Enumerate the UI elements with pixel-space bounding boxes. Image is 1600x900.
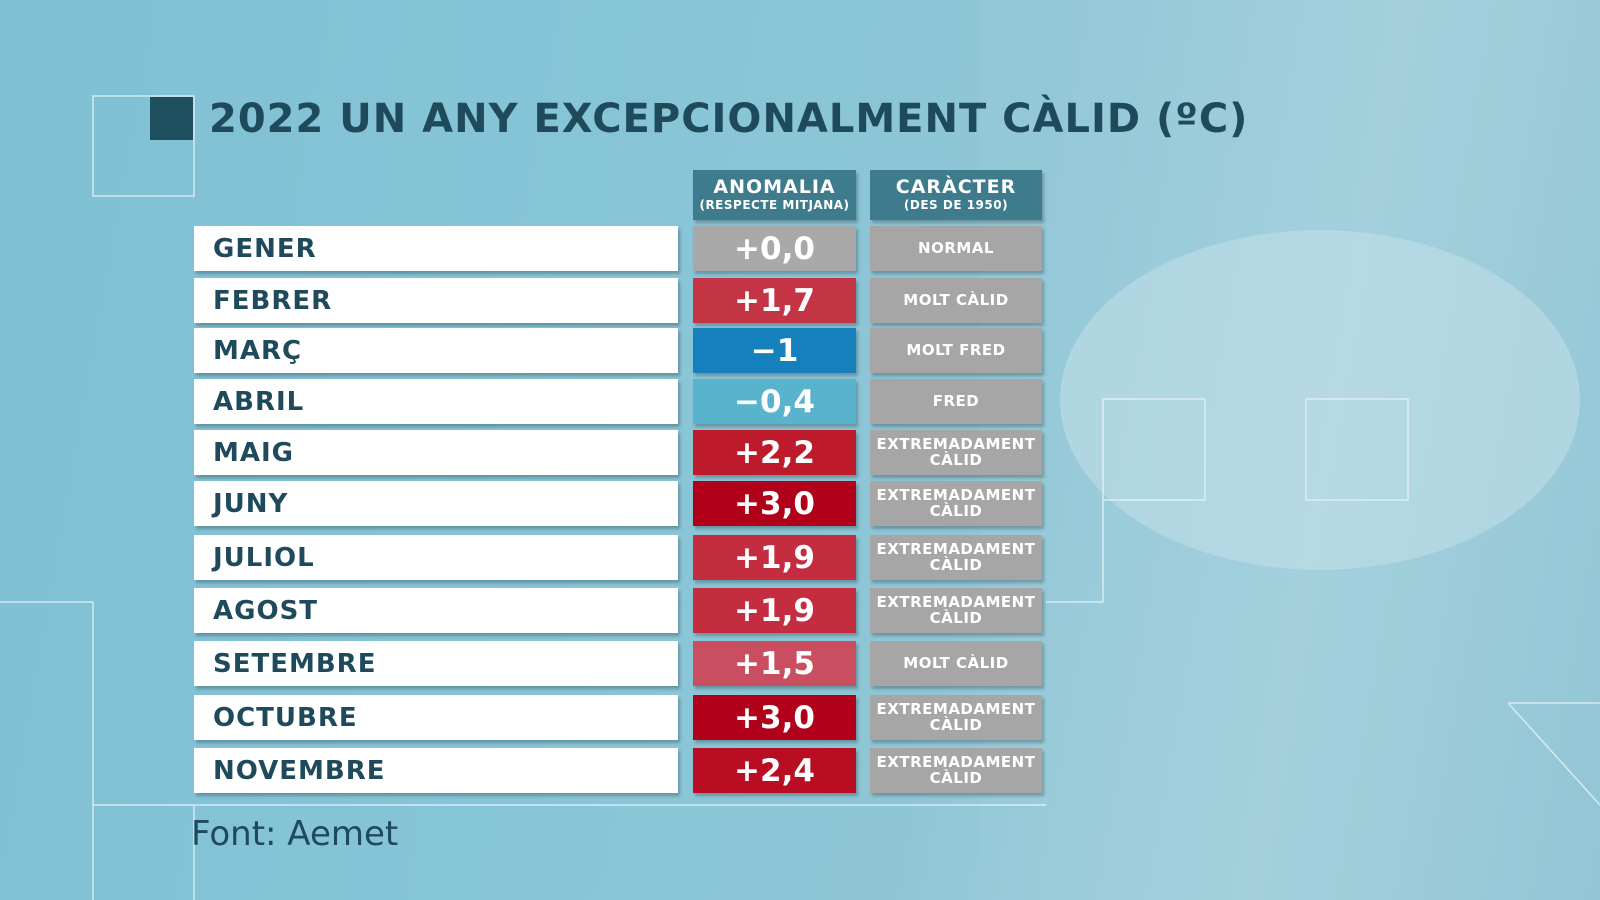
column-title: CARÀCTER	[895, 176, 1017, 198]
column-header: ANOMALIA (RESPECTE MITJANA)	[693, 170, 856, 220]
character-cell: MOLT CÀLID	[870, 278, 1042, 323]
anomaly-cell: +2,2	[693, 430, 856, 475]
anomaly-cell: +3,0	[693, 695, 856, 740]
anomaly-cell: +1,9	[693, 588, 856, 633]
column-subtitle: (RESPECTE MITJANA)	[699, 198, 850, 212]
character-cell: EXTREMADAMENT CÀLID	[870, 430, 1042, 475]
month-cell: JUNY	[194, 481, 678, 526]
anomaly-cell: −1	[693, 328, 856, 373]
month-cell: NOVEMBRE	[194, 748, 678, 793]
character-cell: NORMAL	[870, 226, 1042, 271]
character-cell: MOLT CÀLID	[870, 641, 1042, 686]
anomaly-cell: +1,9	[693, 535, 856, 580]
source: Font: Aemet	[191, 814, 399, 854]
anomaly-cell: +3,0	[693, 481, 856, 526]
month-cell: ABRIL	[194, 379, 678, 424]
anomaly-cell: −0,4	[693, 379, 856, 424]
month-cell: JULIOL	[194, 535, 678, 580]
character-cell: EXTREMADAMENT CÀLID	[870, 695, 1042, 740]
column-subtitle: (DES DE 1950)	[903, 198, 1009, 212]
month-cell: OCTUBRE	[194, 695, 678, 740]
character-cell: EXTREMADAMENT CÀLID	[870, 588, 1042, 633]
month-cell: SETEMBRE	[194, 641, 678, 686]
anomaly-cell: +2,4	[693, 748, 856, 793]
anomaly-cell: +1,7	[693, 278, 856, 323]
column-title: ANOMALIA	[713, 176, 836, 198]
anomaly-cell: +1,5	[693, 641, 856, 686]
character-cell: EXTREMADAMENT CÀLID	[870, 535, 1042, 580]
title: 2022 UN ANY EXCEPCIONALMENT CÀLID (ºC)	[209, 96, 1249, 142]
character-cell: FRED	[870, 379, 1042, 424]
anomaly-cell: +0,0	[693, 226, 856, 271]
title-marker	[150, 97, 193, 140]
character-cell: MOLT FRED	[870, 328, 1042, 373]
month-cell: GENER	[194, 226, 678, 271]
column-header: CARÀCTER (DES DE 1950)	[870, 170, 1042, 220]
character-cell: EXTREMADAMENT CÀLID	[870, 748, 1042, 793]
month-cell: MAIG	[194, 430, 678, 475]
month-cell: MARÇ	[194, 328, 678, 373]
month-cell: FEBRER	[194, 278, 678, 323]
month-cell: AGOST	[194, 588, 678, 633]
character-cell: EXTREMADAMENT CÀLID	[870, 481, 1042, 526]
